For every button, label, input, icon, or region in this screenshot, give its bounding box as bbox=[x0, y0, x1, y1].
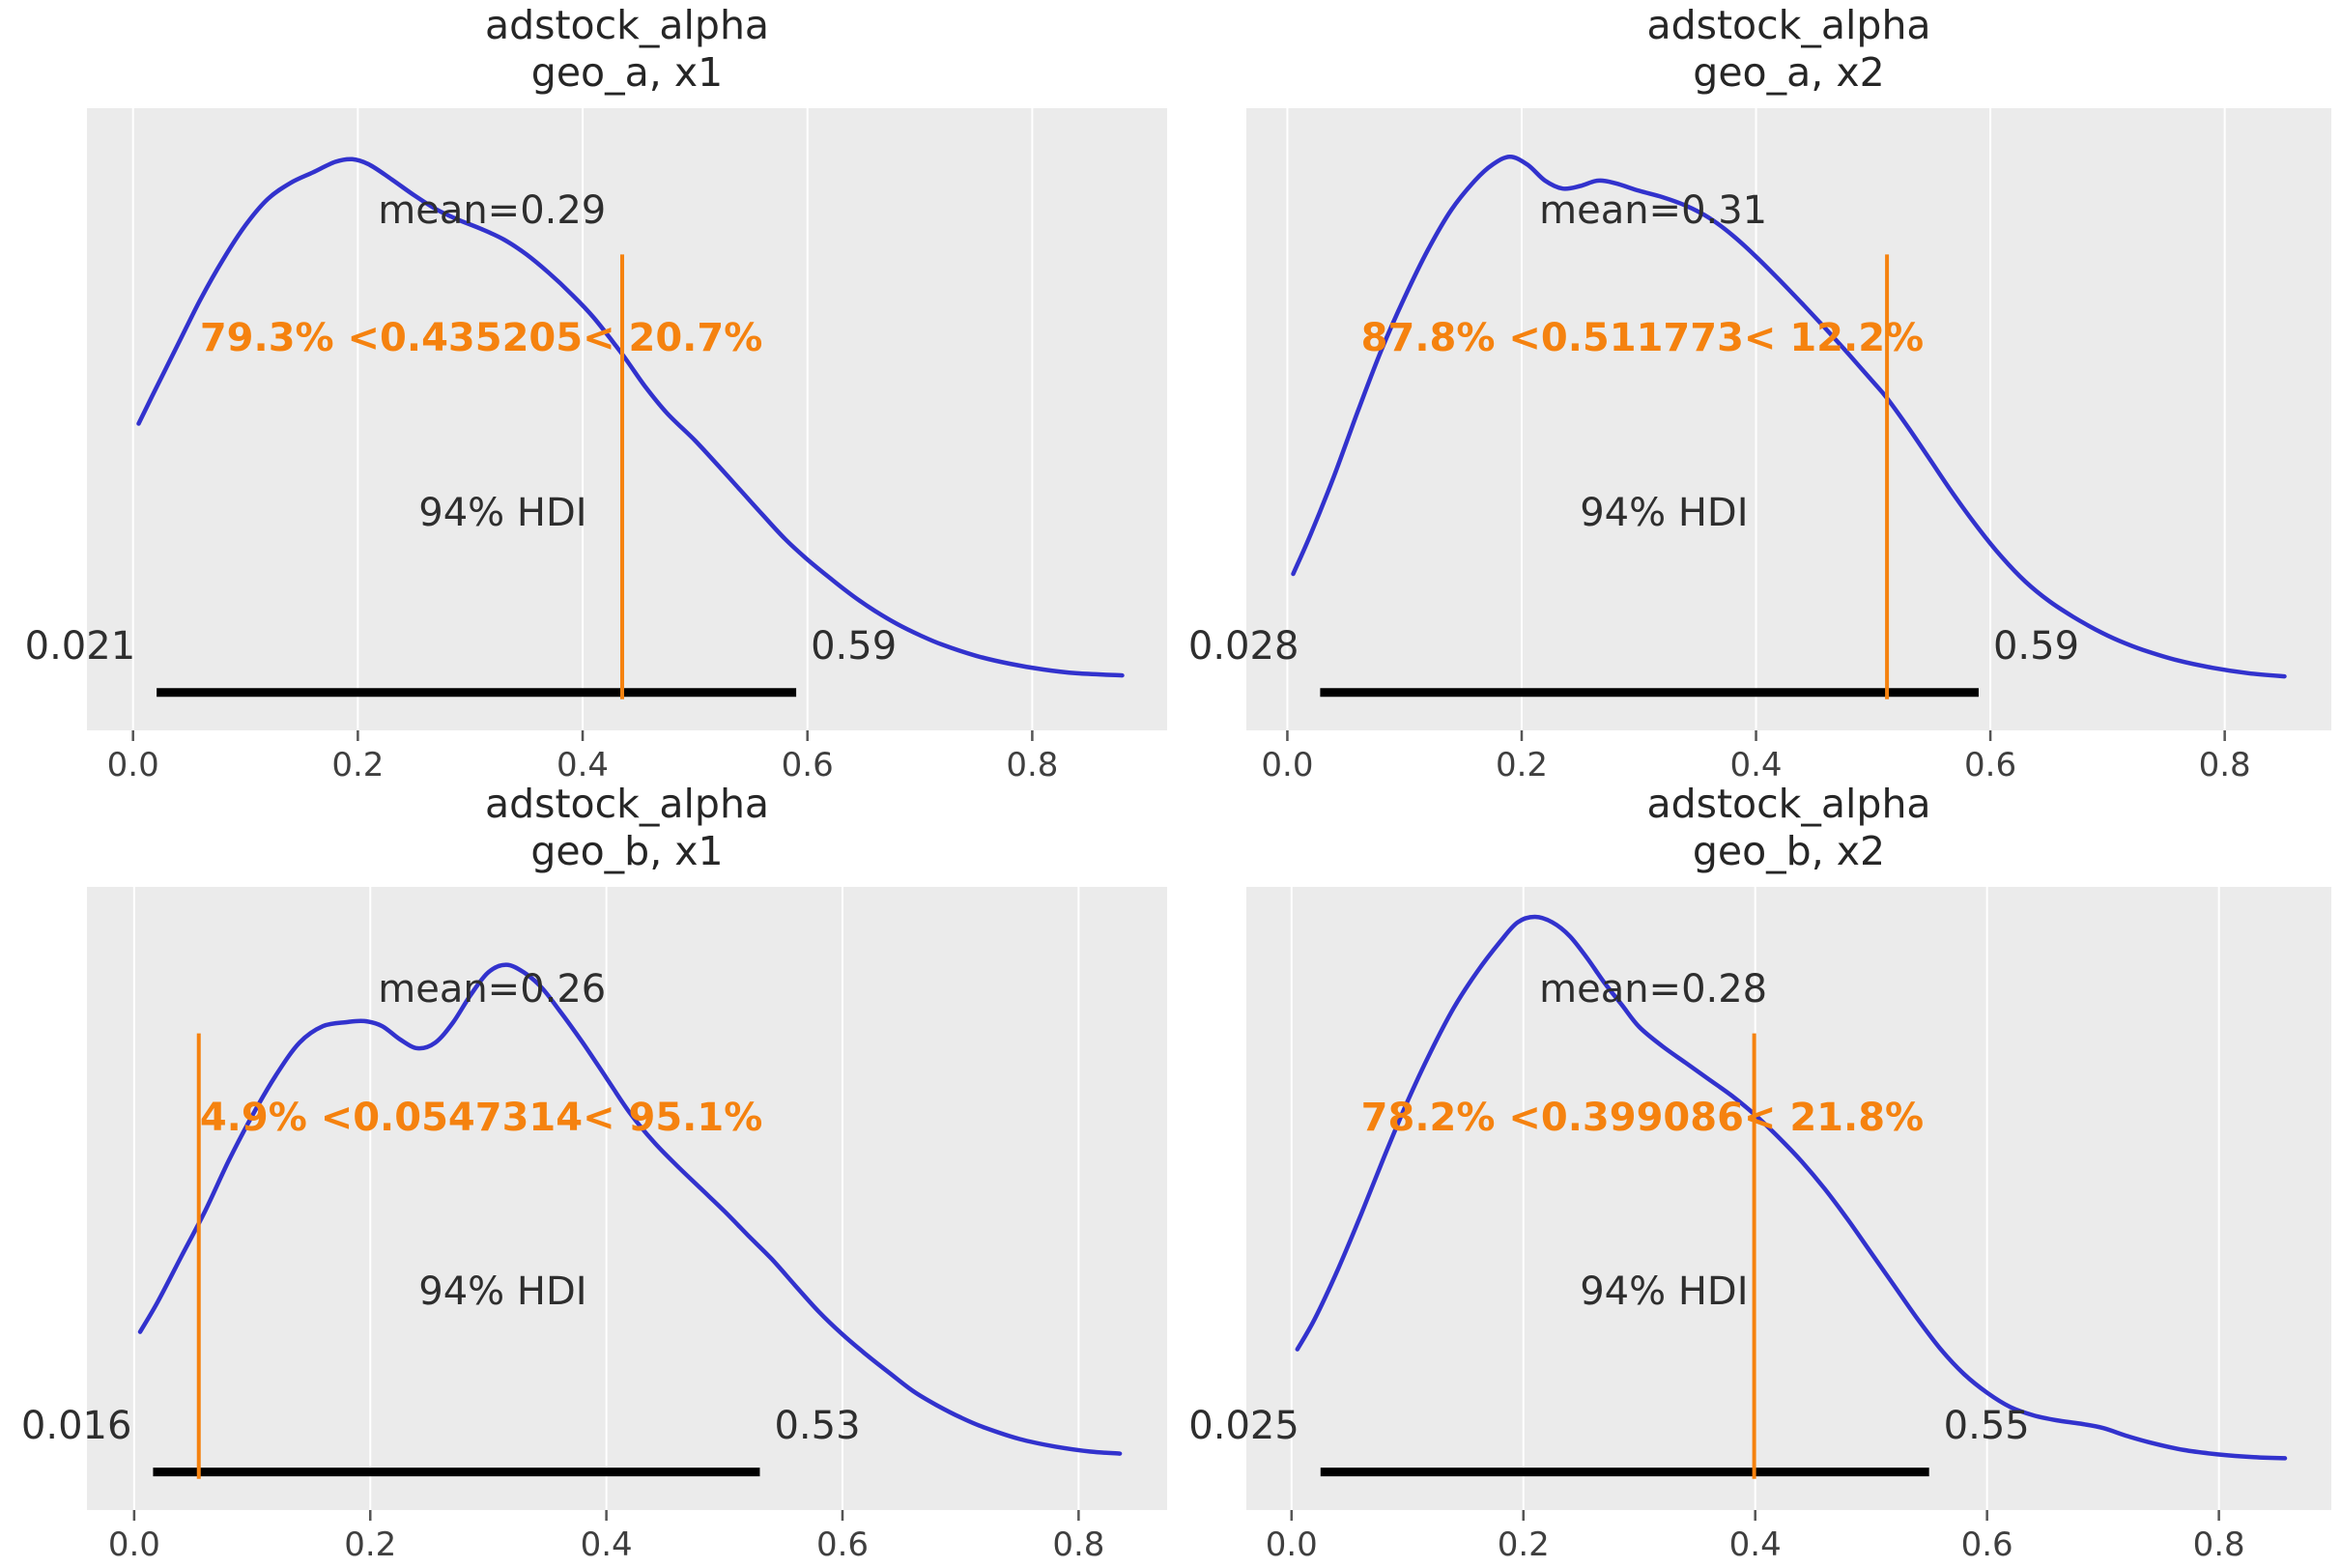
mean-label: mean=0.28 bbox=[1539, 967, 1768, 1012]
x-tick-label: 0.0 bbox=[107, 1525, 160, 1564]
x-tick-label: 0.6 bbox=[815, 1525, 870, 1564]
plot-canvas bbox=[131, 108, 1125, 741]
subplot-title: adstock_alpha geo_b, x1 bbox=[485, 781, 769, 875]
hdi-lower-label: 0.028 bbox=[1187, 624, 1299, 670]
x-tick-label: 0.2 bbox=[1497, 1525, 1550, 1564]
subplot-title: adstock_alpha geo_b, x2 bbox=[1646, 781, 1930, 875]
x-tick-label: 0.6 bbox=[781, 746, 834, 784]
x-tick-label: 0.2 bbox=[344, 1525, 397, 1564]
x-tick-label: 0.4 bbox=[1729, 746, 1783, 784]
x-tick-label: 0.8 bbox=[2192, 1525, 2245, 1564]
plot-canvas bbox=[1290, 887, 2288, 1521]
title-coord: geo_a, x1 bbox=[530, 48, 724, 96]
subplot-title: adstock_alpha geo_a, x2 bbox=[1646, 2, 1930, 97]
x-tick-label: 0.6 bbox=[1960, 1525, 2013, 1564]
axes-background bbox=[1246, 108, 2331, 730]
axes-background bbox=[87, 887, 1167, 1510]
subplot-adstock-alpha-geo-b-x2: adstock_alpha geo_b, x2 mean=0.28 78.2% … bbox=[1188, 781, 2331, 1564]
hdi-upper-label: 0.59 bbox=[1992, 624, 2080, 670]
title-coord: geo_a, x2 bbox=[1693, 48, 1885, 96]
x-tick-label: 0.8 bbox=[1006, 746, 1059, 784]
x-tick-label: 0.2 bbox=[331, 746, 385, 784]
hdi-lower-label: 0.021 bbox=[24, 624, 136, 670]
kde-curve bbox=[1295, 914, 2288, 1461]
mean-label: mean=0.29 bbox=[378, 188, 607, 234]
title-param: adstock_alpha bbox=[1646, 1, 1931, 48]
title-param: adstock_alpha bbox=[484, 1, 770, 48]
title-param: adstock_alpha bbox=[484, 780, 770, 827]
x-tick-label: 0.6 bbox=[1964, 746, 2017, 784]
hdi-lower-label: 0.025 bbox=[1188, 1403, 1299, 1448]
hdi-title-label: 94% HDI bbox=[418, 1269, 587, 1315]
ref-value-label: 79.3% <0.435205< 20.7% bbox=[199, 316, 763, 361]
ref-value-label: 78.2% <0.399086< 21.8% bbox=[1360, 1095, 1925, 1140]
x-tick-label: 0.8 bbox=[2198, 746, 2251, 784]
title-coord: geo_b, x1 bbox=[530, 827, 724, 874]
title-param: adstock_alpha bbox=[1646, 780, 1931, 827]
plot-canvas bbox=[132, 887, 1123, 1521]
subplot-adstock-alpha-geo-a-x1: adstock_alpha geo_a, x1 mean=0.29 79.3% … bbox=[25, 2, 1167, 784]
subplot-title: adstock_alpha geo_a, x1 bbox=[485, 2, 769, 97]
mean-label: mean=0.26 bbox=[378, 967, 607, 1012]
hdi-title-label: 94% HDI bbox=[1580, 490, 1749, 535]
kde-curve bbox=[137, 962, 1123, 1456]
hdi-title-label: 94% HDI bbox=[418, 490, 587, 535]
x-tick-label: 0.4 bbox=[580, 1525, 633, 1564]
mean-label: mean=0.31 bbox=[1539, 188, 1768, 234]
plot-canvas bbox=[1286, 108, 2287, 741]
x-tick-label: 0.8 bbox=[1052, 1525, 1105, 1564]
x-tick-label: 0.4 bbox=[1728, 1525, 1782, 1564]
x-tick-label: 0.0 bbox=[1265, 1525, 1318, 1564]
hdi-upper-label: 0.55 bbox=[1943, 1403, 2030, 1448]
kde-curve bbox=[136, 157, 1125, 678]
subplot-adstock-alpha-geo-a-x2: adstock_alpha geo_a, x2 mean=0.31 87.8% … bbox=[1188, 2, 2331, 784]
x-tick-label: 0.0 bbox=[1261, 746, 1314, 784]
hdi-lower-label: 0.016 bbox=[20, 1403, 132, 1448]
x-tick-label: 0.4 bbox=[556, 746, 610, 784]
hdi-upper-label: 0.59 bbox=[811, 624, 898, 670]
subplot-adstock-alpha-geo-b-x1: adstock_alpha geo_b, x1 mean=0.26 4.9% <… bbox=[21, 781, 1167, 1564]
x-tick-label: 0.2 bbox=[1495, 746, 1549, 784]
ref-value-label: 4.9% <0.0547314< 95.1% bbox=[199, 1095, 763, 1140]
x-tick-label: 0.0 bbox=[106, 746, 159, 784]
kde-curve bbox=[1291, 154, 2287, 679]
axes-background bbox=[87, 108, 1167, 730]
axes-background bbox=[1246, 887, 2331, 1510]
hdi-upper-label: 0.53 bbox=[774, 1403, 861, 1448]
hdi-title-label: 94% HDI bbox=[1580, 1269, 1749, 1315]
title-coord: geo_b, x2 bbox=[1692, 827, 1886, 874]
ref-value-label: 87.8% <0.511773< 12.2% bbox=[1360, 316, 1925, 361]
